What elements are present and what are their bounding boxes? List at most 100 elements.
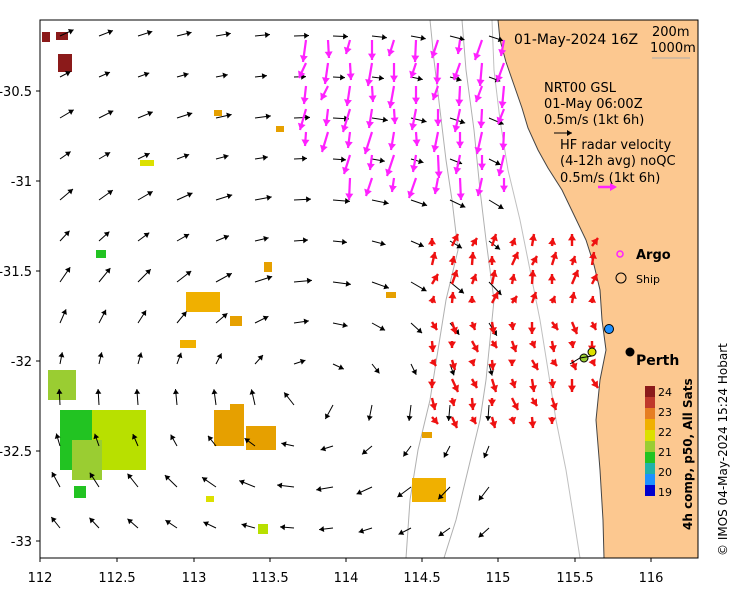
hf-arrow-head — [510, 344, 518, 352]
model-arrow-head — [306, 277, 312, 284]
nrt-arrow-head — [478, 163, 486, 170]
model-arrow-head — [340, 74, 345, 81]
nrt-arrow-head — [343, 99, 352, 106]
hf-arrow-head — [548, 296, 557, 304]
colorbar-ticks: 24 23 22 21 20 19 — [658, 386, 672, 499]
model-arrow-head — [143, 71, 150, 78]
colorbar-swatch — [645, 430, 655, 441]
hf-arrow-head — [550, 402, 558, 410]
hf-arrow-head — [568, 234, 576, 241]
model-arrow-head — [105, 268, 111, 274]
model-arrow-head — [494, 159, 501, 166]
model-arrow-head — [483, 452, 489, 459]
hf-arrow-head — [509, 380, 517, 388]
colorbar-swatch — [645, 397, 655, 408]
model-arrow-head — [458, 288, 464, 294]
map-datetime: 01-May-2024 16Z — [514, 32, 638, 48]
hf-arrow-head — [430, 416, 438, 424]
nrt-arrow-head — [496, 116, 505, 124]
hf-arrow-head — [451, 234, 459, 242]
model-arrow-head — [488, 370, 494, 376]
model-arrow-head — [421, 117, 427, 124]
model-arrow-head — [299, 358, 306, 365]
model-arrow-head — [280, 524, 286, 531]
model-arrow-head — [497, 36, 504, 43]
plot-frame — [39, 19, 699, 559]
hf-arrow-head — [588, 296, 597, 303]
hf-arrow-head — [508, 416, 517, 424]
hf-arrow-head — [510, 296, 517, 304]
hf-arrow-head — [528, 270, 537, 277]
model-arrow-head — [186, 111, 193, 118]
ship-legend-icon — [615, 272, 627, 284]
nrt-current-arrows — [297, 39, 508, 201]
hf-arrow-head — [509, 238, 517, 246]
model-arrow-head — [341, 238, 347, 245]
model-arrow-head — [438, 493, 444, 500]
model-arrow-head — [143, 232, 150, 238]
model-arrow-head — [58, 352, 65, 358]
hf-arrow-head — [508, 274, 517, 282]
hf-arrow-head — [550, 322, 558, 330]
colorbar-title: 4h comp, p50, All Sats — [681, 378, 695, 530]
model-arrow-head — [302, 155, 307, 162]
hf-arrow-head — [548, 238, 557, 245]
model-arrow-head — [226, 273, 232, 279]
hf-arrow-head — [589, 322, 597, 330]
model-arrow-head — [459, 202, 466, 208]
nrt-arrow-head — [320, 144, 328, 152]
hf-arrow-head — [488, 399, 496, 406]
colorbar-swatch — [645, 452, 655, 463]
nrt-arrow-head — [300, 97, 309, 104]
nrt-arrow-head — [453, 166, 462, 174]
y-tick-label: -30.5 — [0, 85, 32, 100]
model-arrow-head — [304, 32, 309, 39]
model-arrow-head — [453, 329, 460, 335]
y-tick-label: -32.5 — [0, 445, 32, 460]
model-arrow-head — [186, 192, 193, 198]
x-tick-label: 114 — [334, 571, 359, 586]
model-arrow-head — [378, 74, 384, 81]
hf-arrow-head — [428, 345, 437, 352]
model-arrow-head — [459, 35, 465, 42]
nrt-arrow-head — [368, 53, 376, 60]
model-arrow-head — [249, 389, 256, 395]
nrt-arrow-head — [324, 51, 333, 58]
model-arrow-head — [306, 196, 311, 203]
model-arrow-head — [64, 151, 71, 157]
hf-arrow-head — [529, 234, 537, 241]
nrt-arrow-head — [430, 50, 438, 58]
hf-arrow-head — [588, 358, 596, 366]
hf-arrow-head — [469, 416, 477, 424]
hf-arrow-head — [470, 380, 478, 388]
model-arrow-head — [202, 477, 208, 483]
nrt-arrow-head — [297, 122, 306, 130]
colorbar-swatch — [645, 386, 655, 397]
nrt-arrow-head — [364, 188, 372, 196]
nrt-arrow-head — [298, 70, 306, 78]
model-arrow-head — [65, 267, 71, 273]
hf-arrow-head — [528, 340, 537, 348]
nrt-arrow-head — [434, 119, 442, 126]
model-arrow-head — [398, 529, 405, 535]
nrt-arrow-head — [477, 121, 486, 128]
model-arrow-head — [420, 286, 427, 292]
model-arrow-head — [241, 522, 247, 529]
model-arrow-head — [64, 71, 71, 77]
contour-label-1000m: 1000m — [650, 41, 696, 56]
model-arrow-head — [478, 531, 485, 538]
nrt-arrow-head — [320, 92, 328, 100]
nrt-arrow-head — [433, 77, 442, 84]
x-tick-label: 113.5 — [251, 571, 288, 586]
nrt-arrow-head — [387, 100, 396, 108]
hf-arrow-head — [511, 252, 519, 260]
nrt-legend-scale: 0.5m/s (1kt 6h) — [544, 113, 644, 128]
model-arrow-head — [226, 193, 233, 200]
model-arrow-head — [183, 72, 189, 78]
model-current-arrows — [50, 28, 504, 538]
model-arrow-head — [127, 518, 134, 525]
hf-arrow-head — [508, 359, 516, 366]
nrt-arrow-head — [385, 168, 393, 176]
hf-arrow-head — [548, 274, 556, 281]
